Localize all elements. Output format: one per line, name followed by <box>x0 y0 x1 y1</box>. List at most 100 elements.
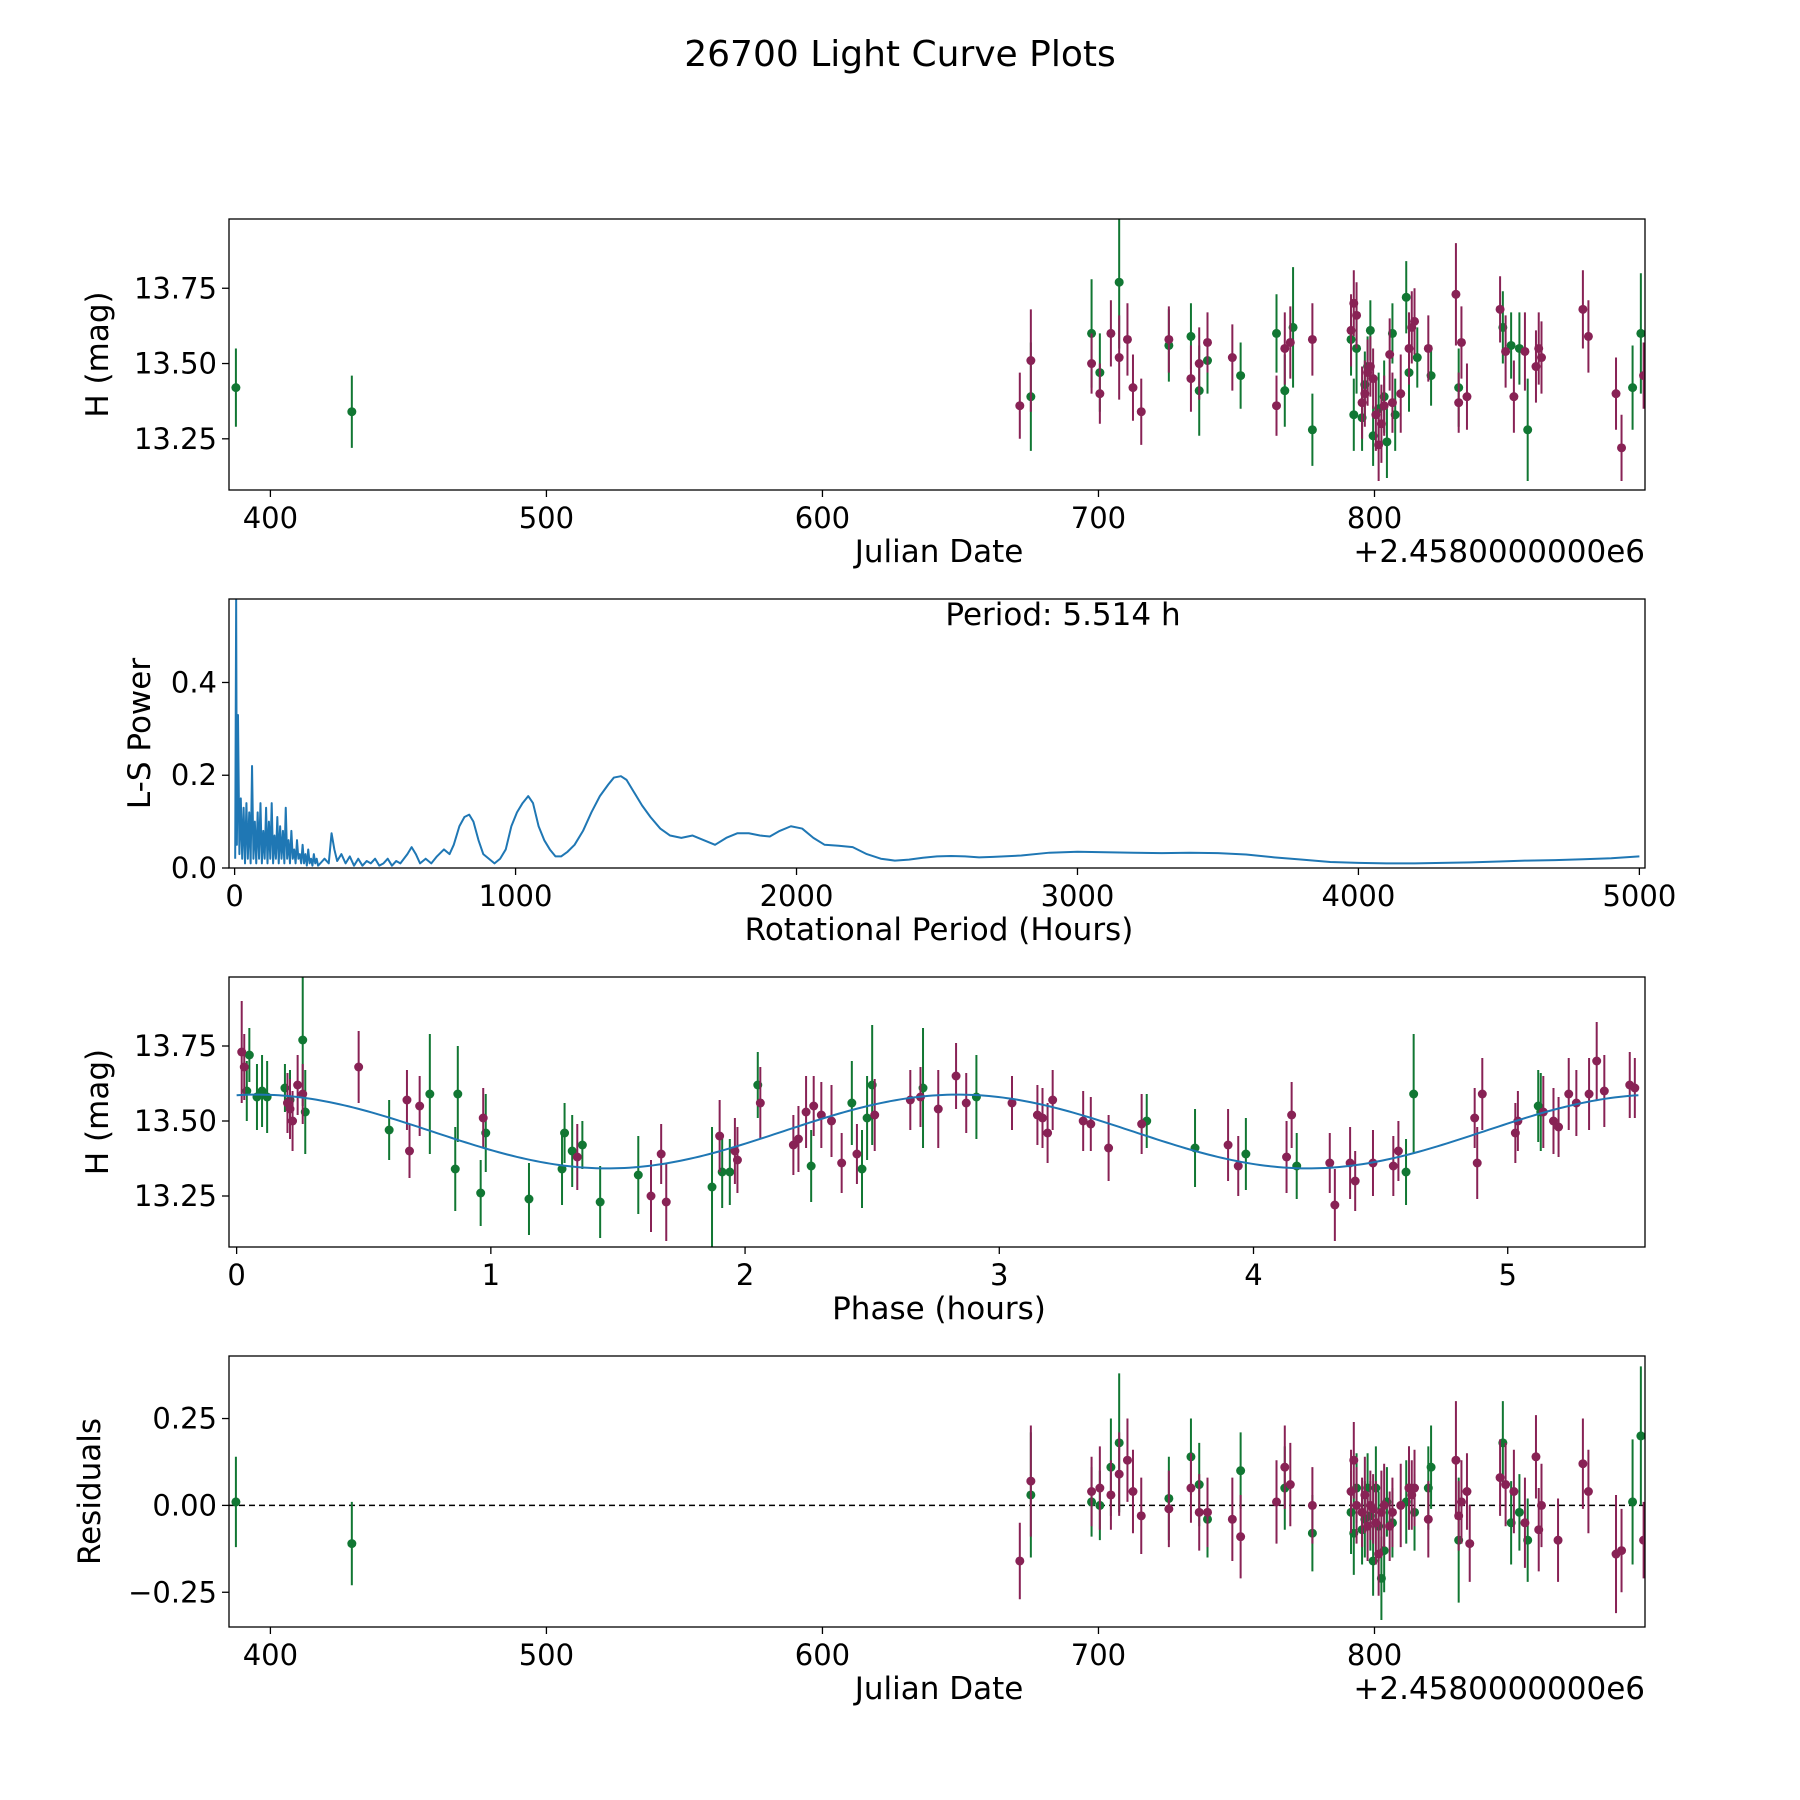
data-point <box>1423 343 1433 353</box>
data-point <box>577 1140 587 1150</box>
data-point <box>1086 1119 1096 1129</box>
data-point <box>1223 1140 1233 1150</box>
light-curve-plot-area <box>231 219 1645 481</box>
data-point <box>1136 407 1146 417</box>
data-point <box>1536 1500 1546 1510</box>
x-tick-label: 0 <box>227 1258 245 1292</box>
data-point <box>1352 1500 1362 1510</box>
x-tick-label: 500 <box>519 501 574 535</box>
data-point <box>1203 337 1213 347</box>
x-tick-label: 0 <box>225 879 243 913</box>
data-point <box>1104 1143 1114 1153</box>
y-tick-label: 13.75 <box>134 271 217 305</box>
data-point <box>847 1098 857 1108</box>
data-point <box>1599 1086 1609 1096</box>
data-point <box>1387 398 1397 408</box>
data-point <box>1307 425 1317 435</box>
data-point <box>1477 1089 1487 1099</box>
data-point <box>1617 1546 1627 1556</box>
periodogram-line <box>234 599 1640 867</box>
data-point <box>633 1170 643 1180</box>
data-point <box>793 1134 803 1144</box>
data-point <box>1509 1487 1519 1496</box>
data-point <box>1015 1556 1025 1566</box>
x-tick-label: 800 <box>1347 501 1402 535</box>
y-tick-label: 13.50 <box>134 1104 217 1138</box>
data-point <box>1282 1152 1292 1162</box>
data-point <box>1137 1119 1147 1129</box>
data-point <box>806 1161 816 1171</box>
data-point <box>870 1110 880 1120</box>
data-point <box>557 1164 567 1174</box>
data-point <box>1636 1431 1645 1441</box>
data-point <box>231 1497 241 1507</box>
data-point <box>1186 374 1196 384</box>
data-point <box>1272 1497 1282 1507</box>
data-point <box>715 1131 725 1141</box>
data-point <box>1628 383 1638 393</box>
x-tick-label: 1000 <box>479 879 553 913</box>
data-point <box>1636 328 1645 338</box>
data-point <box>1106 328 1116 338</box>
data-point <box>1352 310 1362 320</box>
data-point <box>244 1050 254 1060</box>
data-point <box>1122 334 1132 344</box>
data-point <box>732 1155 742 1165</box>
data-point <box>707 1182 717 1192</box>
data-point <box>298 1089 308 1099</box>
model-curve <box>236 1093 1639 1170</box>
data-point <box>1396 1500 1406 1510</box>
data-point <box>1164 334 1174 344</box>
periodogram-y-axis-label: L-S Power <box>122 658 158 809</box>
data-point <box>1382 437 1392 447</box>
data-point <box>1617 443 1627 453</box>
residuals-series-magenta <box>1015 1401 1645 1614</box>
data-point <box>560 1128 570 1138</box>
light-curve-frame <box>228 218 1646 491</box>
data-point <box>354 1062 364 1072</box>
data-point <box>1194 359 1204 369</box>
periodogram-plot-area <box>234 599 1640 867</box>
phase-folded-frame <box>228 976 1646 1248</box>
data-point <box>1164 1504 1174 1514</box>
data-point <box>1520 1518 1530 1528</box>
data-point <box>1236 1466 1246 1476</box>
data-point <box>347 1539 357 1549</box>
periodogram-x-axis-label: Rotational Period (Hours) <box>745 912 1134 948</box>
x-tick-label: 5000 <box>1602 879 1676 913</box>
residuals-panel: 400 500 600 700 800 −0.25 0.00 0.25 Julian Date R… <box>72 1355 1646 1707</box>
data-point <box>788 1140 798 1150</box>
data-point <box>1410 1483 1420 1493</box>
data-point <box>1410 316 1420 326</box>
data-point <box>1227 1514 1237 1524</box>
data-point <box>1365 325 1375 335</box>
data-point <box>1015 401 1025 411</box>
data-point <box>425 1089 435 1099</box>
data-point <box>1514 1507 1524 1517</box>
data-point <box>1584 1089 1594 1099</box>
data-point <box>1396 389 1406 399</box>
data-point <box>1630 1083 1640 1093</box>
y-tick-label: 13.75 <box>134 1029 217 1063</box>
data-point <box>1628 1497 1638 1507</box>
data-point <box>1241 1149 1251 1159</box>
data-point <box>1233 1161 1243 1171</box>
data-point <box>837 1158 847 1168</box>
data-point <box>1280 386 1290 396</box>
data-point <box>1564 1089 1574 1099</box>
data-point <box>1401 292 1411 302</box>
data-point <box>1087 1487 1097 1496</box>
data-point <box>725 1167 735 1177</box>
x-tick-label: 4000 <box>1322 879 1396 913</box>
data-point <box>293 1080 303 1090</box>
x-tick-label: 2 <box>736 1258 754 1292</box>
data-point <box>1280 343 1290 353</box>
data-point <box>1554 1122 1564 1132</box>
data-point <box>661 1197 671 1207</box>
data-point <box>478 1113 488 1123</box>
data-point <box>402 1095 412 1105</box>
data-point <box>1128 1487 1138 1496</box>
x-tick-label: 1 <box>482 1258 500 1292</box>
y-tick-label: 0.25 <box>152 1402 217 1436</box>
period-annotation: Period: 5.514 h <box>945 597 1180 633</box>
